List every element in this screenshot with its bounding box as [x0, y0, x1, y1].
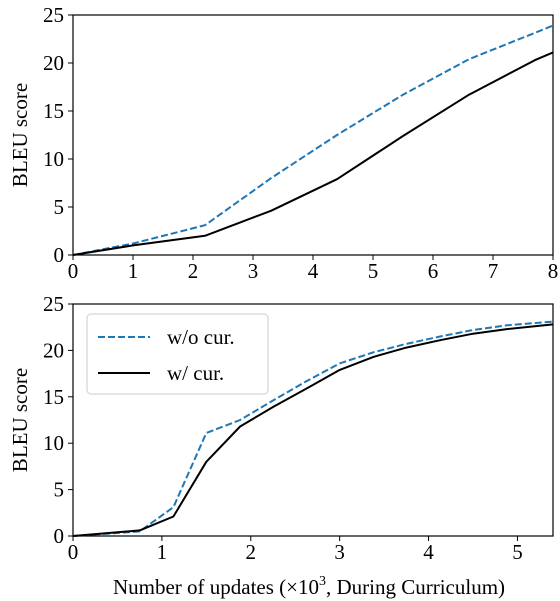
top-plot-frame: [72, 14, 554, 256]
bottom-x-axis-label: Number of updates (×103, During Curricul…: [113, 574, 505, 599]
bottom-line-chart: 0 1 2 3 4 5 0 5 10 15 20 25 BLEU score w/o cur. w/ …: [8, 292, 554, 599]
top-series-line-w-o-cur: [72, 24, 554, 256]
top-axis-ticks: 0 1 2 3 4 5 6 7 8 0 5 10 15 20 25: [43, 3, 558, 283]
bottom-x-tick-label: 0: [68, 540, 79, 564]
bottom-series-line-w-cur: [72, 323, 554, 537]
top-series-lines: [72, 24, 554, 256]
bottom-y-tick-label: 25: [43, 292, 64, 316]
top-y-tick-label: 10: [43, 147, 64, 171]
bottom-plot-frame: [72, 303, 554, 537]
bottom-y-tick-label: 15: [43, 385, 64, 409]
bottom-axis-ticks: 0 1 2 3 4 5 0 5 10 15 20 25: [43, 292, 523, 564]
bottom-x-tick-label: 2: [246, 540, 257, 564]
top-x-tick-label: 1: [128, 259, 139, 283]
top-y-tick-label: 20: [43, 51, 64, 75]
bottom-series-line-w-o-cur: [72, 320, 554, 537]
top-x-tick-label: 2: [188, 259, 199, 283]
legend-label-w-o-cur: w/o cur.: [167, 325, 235, 349]
top-x-tick-label: 7: [488, 259, 499, 283]
top-y-tick-label: 5: [54, 195, 65, 219]
bottom-y-tick-label: 20: [43, 338, 64, 362]
top-y-tick-label: 0: [54, 243, 65, 267]
top-x-tick-label: 6: [428, 259, 439, 283]
bottom-y-tick-label: 10: [43, 431, 64, 455]
top-x-tick-label: 0: [68, 259, 79, 283]
top-x-tick-label: 8: [548, 259, 559, 283]
bottom-x-tick-label: 4: [423, 540, 434, 564]
top-y-tick-label: 15: [43, 99, 64, 123]
top-y-tick-label: 25: [43, 3, 64, 27]
bottom-x-tick-label: 5: [512, 540, 523, 564]
bottom-series-lines: [72, 320, 554, 537]
bottom-y-tick-label: 0: [54, 524, 65, 548]
bottom-y-axis-label: BLEU score: [8, 368, 32, 472]
top-line-chart: 0 1 2 3 4 5 6 7 8 0 5 10 15 20 25 BLEU score: [8, 3, 558, 283]
top-x-tick-label: 4: [308, 259, 319, 283]
x-axis-label-tail: , During Curriculum): [326, 575, 505, 599]
x-axis-label-main: Number of updates (×10: [113, 575, 319, 599]
top-series-line-w-cur: [72, 51, 554, 256]
top-x-tick-label: 5: [368, 259, 379, 283]
bottom-x-tick-label: 1: [157, 540, 168, 564]
legend-label-w-cur: w/ cur.: [167, 361, 224, 385]
bottom-y-tick-label: 5: [54, 478, 65, 502]
top-y-axis-label: BLEU score: [8, 83, 32, 187]
legend: w/o cur. w/ cur.: [86, 313, 269, 395]
bottom-x-tick-label: 3: [334, 540, 345, 564]
top-x-tick-label: 3: [248, 259, 259, 283]
x-axis-label-superscript: 3: [319, 574, 326, 589]
